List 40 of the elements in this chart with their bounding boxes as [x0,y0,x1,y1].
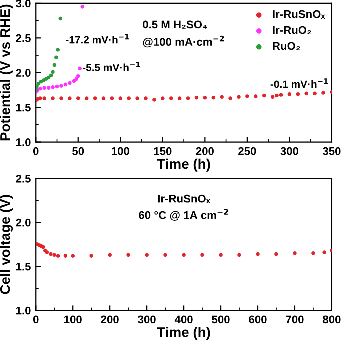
x-tick-label: 200 [101,316,119,324]
x-axis-title: Time (h) [157,327,210,340]
y-tick-label: 2.5 [16,34,31,42]
y-tick-label: 2.5 [16,174,31,183]
legend-label: RuO₂ [273,42,300,50]
annotation: -0.1 mV·h$^{−1}$ [270,78,328,88]
y-tick-label: 1.0 [16,306,31,315]
legend-label: Ir-RuO₂ [273,26,312,34]
x-tick-label: 100 [112,147,130,156]
x-tick-label: 500 [212,316,230,324]
x-tick-label: 150 [154,147,172,156]
y-axis-title: Cell voltage (V) [0,195,14,294]
x-tick-label: 300 [138,316,156,324]
x-tick-label: 300 [280,147,299,156]
y-tick-label: 1.5 [16,262,31,271]
x-tick-label: 0 [33,147,39,156]
y-tick-label: 3.0 [16,0,31,8]
annotation: 60 °C @ 1A cm$^{−2}$ [139,209,228,221]
x-tick-label: 400 [174,316,193,324]
annotation: @100 mA·cm$^{−2}$ [143,36,224,48]
annotation: -5.5 mV·h$^{−1}$ [83,62,140,72]
y-tick-label: 2.0 [16,69,31,78]
y-tick-label: 1.5 [16,104,31,112]
y-tick-label: 1.0 [16,138,31,146]
x-tick-label: 800 [323,316,341,324]
annotation: 0.5 M H₂SO₄ [143,20,208,29]
x-tick-label: 50 [72,147,84,156]
legend-label: Ir-RuSnOₓ [273,10,326,19]
x-tick-label: 600 [249,316,267,324]
annotation: Ir-RuSnOₓ [158,194,210,204]
x-tick-label: 0 [33,316,39,324]
annotation: -17.2 mV·h$^{−1}$ [66,34,130,44]
y-tick-label: 2.0 [16,218,31,227]
x-tick-label: 250 [238,147,256,156]
x-tick-label: 200 [196,147,214,156]
x-tick-label: 100 [64,316,82,324]
x-tick-label: 350 [322,147,341,156]
x-axis-title: Time (h) [157,158,210,172]
x-tick-label: 700 [286,316,304,324]
y-axis-title: Potiential (V vs RHE) [0,4,14,141]
